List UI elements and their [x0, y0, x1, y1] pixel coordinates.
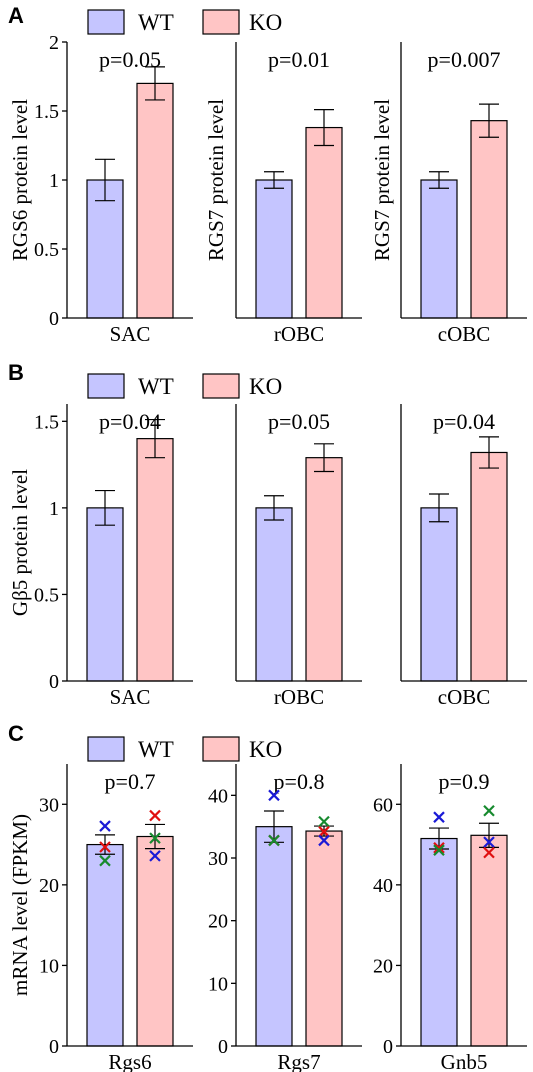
- x-category-label: rOBC: [274, 685, 324, 709]
- y-tick-label: 1: [49, 170, 59, 192]
- y-axis-label: RGS6 protein level: [8, 99, 32, 261]
- legend-swatch-ko: [202, 373, 240, 399]
- y-tick-label: 30: [208, 848, 228, 870]
- panel-letter-b: B: [8, 360, 24, 385]
- data-point-green: [268, 834, 280, 847]
- y-tick-label: 30: [39, 794, 59, 816]
- bar-ko: [136, 835, 174, 1047]
- legend-swatch-wt: [87, 9, 125, 35]
- data-point-blue: [99, 820, 111, 832]
- data-point-green: [318, 815, 330, 828]
- legend-label-ko: KO: [249, 10, 282, 35]
- y-tick-label: 0: [49, 308, 59, 330]
- panel-letter-c: C: [8, 721, 24, 746]
- y-tick-label: 10: [208, 973, 228, 995]
- bar-ko: [470, 120, 508, 319]
- bar-wt: [420, 507, 458, 682]
- data-point-red: [99, 841, 111, 853]
- y-tick-label: 20: [373, 955, 393, 977]
- y-tick-label: 1.5: [34, 101, 59, 123]
- y-axis-label: RGS7 protein level: [204, 99, 228, 261]
- bar-ko: [470, 834, 508, 1047]
- p-value-label: p=0.007: [428, 47, 501, 72]
- legend-a: WT KO: [87, 9, 282, 35]
- bar-ko: [305, 457, 343, 682]
- y-tick-label: 60: [373, 794, 393, 816]
- bar-ko: [470, 451, 508, 682]
- y-axis-label: mRNA level (FPKM): [8, 814, 32, 996]
- legend-label-ko: KO: [249, 737, 282, 762]
- y-tick-label: 0: [383, 1036, 393, 1058]
- data-point-red: [318, 825, 330, 838]
- data-point-green: [99, 854, 111, 867]
- y-tick-label: 0: [49, 671, 59, 693]
- data-point-red: [149, 809, 161, 822]
- y-tick-label: 1.5: [34, 411, 59, 433]
- y-tick-label: 10: [39, 955, 59, 977]
- bar-ko: [305, 830, 343, 1047]
- legend-c: WT KO: [87, 736, 282, 762]
- y-tick-label: 40: [373, 875, 393, 897]
- bar-wt: [86, 507, 124, 682]
- p-value-label: p=0.04: [99, 409, 161, 434]
- x-category-label: cOBC: [438, 322, 491, 346]
- data-point-blue: [433, 811, 445, 823]
- bar-ko: [136, 82, 174, 319]
- legend-label-ko: KO: [249, 374, 282, 399]
- legend-b: WT KO: [87, 373, 282, 399]
- x-category-label: rOBC: [274, 322, 324, 346]
- y-axis-label: Gβ5 protein level: [8, 469, 32, 616]
- y-axis-label: RGS7 protein level: [370, 99, 394, 261]
- data-point-red: [433, 842, 445, 854]
- data-point-blue: [268, 789, 280, 802]
- legend-label-wt: WT: [138, 10, 174, 35]
- data-point-green: [433, 844, 445, 856]
- bar-ko: [136, 438, 174, 682]
- y-tick-label: 1: [49, 498, 59, 520]
- bar-wt: [255, 507, 293, 682]
- y-tick-label: 0: [49, 1036, 59, 1058]
- y-tick-label: 20: [208, 911, 228, 933]
- x-category-label: Rgs6: [108, 1050, 151, 1072]
- p-value-label: p=0.05: [99, 47, 161, 72]
- x-category-label: cOBC: [438, 685, 491, 709]
- legend-swatch-wt: [87, 736, 125, 762]
- x-category-label: Gnb5: [441, 1050, 488, 1072]
- y-tick-label: 0.5: [34, 584, 59, 606]
- data-point-red: [483, 846, 495, 859]
- p-value-label: p=0.8: [274, 769, 325, 794]
- p-value-label: p=0.9: [439, 769, 490, 794]
- y-tick-label: 40: [208, 785, 228, 807]
- legend-label-wt: WT: [138, 374, 174, 399]
- p-value-label: p=0.05: [268, 409, 330, 434]
- p-value-label: p=0.01: [268, 47, 330, 72]
- y-tick-label: 2: [49, 32, 59, 54]
- bar-wt: [420, 837, 458, 1047]
- data-point-blue: [149, 850, 161, 862]
- bar-wt: [255, 179, 293, 319]
- x-category-label: SAC: [110, 322, 151, 346]
- data-point-blue: [318, 834, 330, 847]
- y-tick-label: 0: [218, 1036, 228, 1058]
- p-value-label: p=0.7: [105, 769, 156, 794]
- legend-label-wt: WT: [138, 737, 174, 762]
- bar-wt: [420, 179, 458, 319]
- bar-wt: [86, 843, 124, 1047]
- x-category-label: SAC: [110, 685, 151, 709]
- bar-ko: [305, 126, 343, 319]
- legend-swatch-ko: [202, 9, 240, 35]
- bar-wt: [255, 826, 293, 1047]
- data-point-green: [149, 832, 161, 844]
- legend-swatch-ko: [202, 736, 240, 762]
- p-value-label: p=0.04: [433, 409, 495, 434]
- charts-layer: 0 0.5 1 1.5 2 RGS6 protein level p=0.05 SAC RGS7…: [8, 32, 527, 1072]
- data-point-blue: [483, 836, 495, 848]
- data-point-green: [483, 804, 495, 817]
- panel-letter-a: A: [8, 3, 24, 28]
- y-tick-label: 0.5: [34, 239, 59, 261]
- y-tick-label: 20: [39, 875, 59, 897]
- legend-swatch-wt: [87, 373, 125, 399]
- x-category-label: Rgs7: [277, 1050, 320, 1072]
